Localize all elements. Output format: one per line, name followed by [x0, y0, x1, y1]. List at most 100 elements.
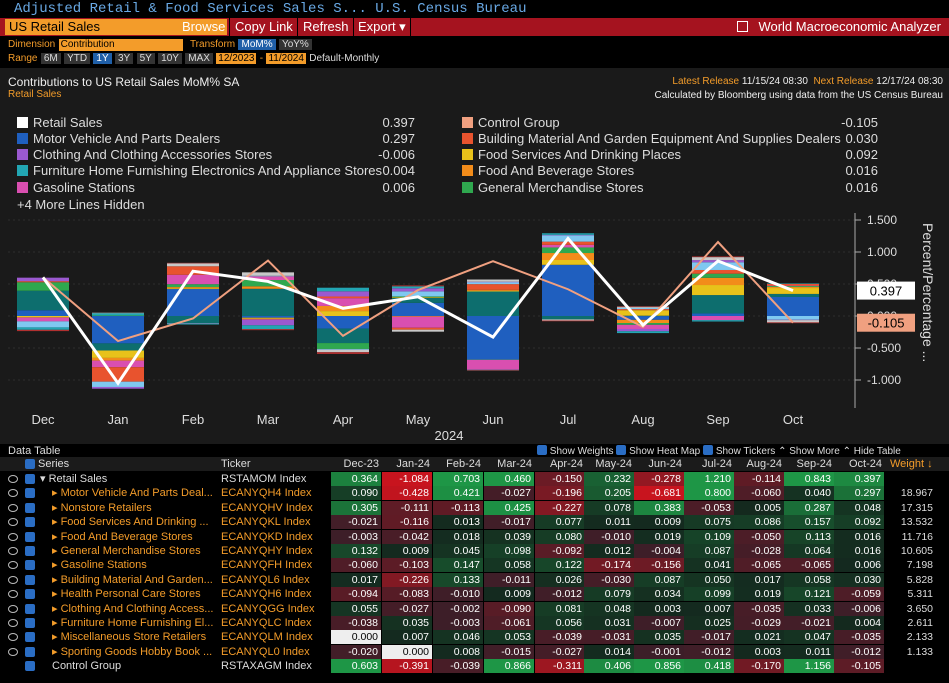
- table-row[interactable]: ▸ Food Services And Drinking ... ECANYQKL…: [0, 515, 949, 530]
- range-max[interactable]: MAX: [185, 53, 213, 64]
- eye-icon[interactable]: [8, 619, 18, 627]
- legend-item[interactable]: Motor Vehicle And Parts Dealers: [17, 131, 220, 147]
- eye-icon[interactable]: [8, 561, 18, 570]
- eye-icon[interactable]: [8, 590, 18, 599]
- table-row[interactable]: ▸ Miscellaneous Store Retailers ECANYQLM …: [0, 630, 949, 645]
- range-1y[interactable]: 1Y: [93, 53, 112, 64]
- legend-item[interactable]: Control Group: [462, 115, 560, 131]
- world-macro-analyzer-link[interactable]: World Macroeconomic Analyzer: [737, 18, 941, 36]
- show-weights-toggle[interactable]: Show Weights: [537, 445, 614, 457]
- legend-item[interactable]: Food And Beverage Stores: [462, 163, 634, 179]
- legend-item[interactable]: General Merchandise Stores: [462, 180, 643, 196]
- export-button[interactable]: Export ▾: [354, 18, 411, 36]
- series-name[interactable]: ▸ Health Personal Care Stores: [52, 588, 201, 601]
- table-row[interactable]: ▸ Clothing And Clothing Access... ECANYQG…: [0, 601, 949, 616]
- series-name[interactable]: ▸ Furniture Home Furnishing El...: [52, 617, 214, 629]
- table-row[interactable]: ▸ Food And Beverage Stores ECANYQKD Index…: [0, 529, 949, 544]
- series-ticker[interactable]: ECANYQKL Index: [221, 516, 311, 529]
- col-month[interactable]: Mar-24: [497, 458, 532, 470]
- row-checkbox[interactable]: [25, 517, 35, 528]
- range-start-input[interactable]: 12/2023: [216, 53, 257, 64]
- row-checkbox[interactable]: [25, 646, 35, 657]
- series-ticker[interactable]: ECANYQKD Index: [221, 530, 313, 543]
- eye-icon[interactable]: [8, 647, 18, 656]
- legend-item[interactable]: Building Material And Garden Equipment A…: [462, 131, 841, 147]
- frequency-label[interactable]: Default-Monthly: [309, 53, 380, 64]
- eye-icon[interactable]: [8, 489, 18, 498]
- legend-item[interactable]: Retail Sales: [17, 115, 102, 131]
- series-name[interactable]: ▸ Sporting Goods Hobby Book ...: [52, 645, 213, 658]
- row-checkbox[interactable]: [25, 589, 35, 600]
- series-name[interactable]: Control Group: [52, 660, 122, 673]
- table-row[interactable]: ▸ Furniture Home Furnishing El... ECANYQL…: [0, 616, 949, 630]
- col-month[interactable]: Aug-24: [746, 458, 782, 470]
- col-month[interactable]: Sep-24: [796, 458, 832, 470]
- table-row[interactable]: Control Group RSTAXAGM Index 0.603 -0.391 -0…: [0, 659, 949, 674]
- col-month[interactable]: Jul-24: [702, 458, 732, 470]
- col-month[interactable]: Apr-24: [549, 458, 583, 470]
- col-month[interactable]: Feb-24: [446, 458, 481, 470]
- row-checkbox[interactable]: [25, 546, 35, 556]
- show-more-button[interactable]: ⌃ Show More: [778, 446, 840, 457]
- series-name[interactable]: ▸ Clothing And Clothing Access...: [52, 602, 214, 615]
- hide-table-button[interactable]: ⌃ Hide Table: [842, 446, 901, 457]
- row-checkbox[interactable]: [25, 560, 35, 571]
- table-row[interactable]: ▸ Motor Vehicle And Parts Deal... ECANYQH…: [0, 486, 949, 501]
- legend-item[interactable]: Gasoline Stations: [17, 180, 135, 196]
- range-6m[interactable]: 6M: [40, 53, 61, 64]
- table-row[interactable]: ▸ Building Material And Garden... ECANYQL…: [0, 572, 949, 587]
- series-name[interactable]: ▸ Building Material And Garden...: [52, 573, 213, 586]
- eye-icon[interactable]: [8, 518, 18, 527]
- range-ytd[interactable]: YTD: [64, 53, 91, 64]
- series-ticker[interactable]: RSTAXAGM Index: [221, 660, 312, 673]
- row-checkbox[interactable]: [25, 488, 35, 499]
- series-ticker[interactable]: ECANYQGG Index: [221, 602, 315, 615]
- more-lines-hidden-link[interactable]: +4 More Lines Hidden: [17, 197, 145, 212]
- col-month[interactable]: Dec-23: [343, 458, 379, 470]
- browse-button[interactable]: Browse: [178, 18, 231, 36]
- security-field[interactable]: US Retail Sales: [5, 19, 227, 35]
- select-all-checkbox[interactable]: [25, 459, 35, 469]
- col-month[interactable]: May-24: [595, 458, 632, 470]
- eye-icon[interactable]: [8, 547, 18, 555]
- series-ticker[interactable]: ECANYQH4 Index: [221, 487, 312, 500]
- eye-icon[interactable]: [8, 475, 18, 483]
- row-checkbox[interactable]: [25, 474, 35, 484]
- col-series[interactable]: Series: [38, 458, 70, 470]
- col-weight[interactable]: Weight ↓: [890, 458, 933, 470]
- eye-icon[interactable]: [8, 604, 18, 613]
- row-checkbox[interactable]: [25, 618, 35, 628]
- row-checkbox[interactable]: [25, 661, 35, 672]
- range-3y[interactable]: 3Y: [114, 53, 134, 64]
- row-checkbox[interactable]: [25, 632, 35, 643]
- table-row[interactable]: ▸ Health Personal Care Stores ECANYQH6 In…: [0, 587, 949, 602]
- series-name[interactable]: ▸ Food Services And Drinking ...: [52, 516, 209, 529]
- series-name[interactable]: ▾ Retail Sales: [40, 473, 108, 485]
- series-name[interactable]: ▸ Gasoline Stations: [52, 559, 147, 572]
- show-tickers-toggle[interactable]: Show Tickers: [703, 445, 775, 457]
- series-ticker[interactable]: ECANYQH6 Index: [221, 588, 312, 601]
- series-name[interactable]: ▸ Food And Beverage Stores: [52, 530, 193, 543]
- series-name[interactable]: ▸ Miscellaneous Store Retailers: [52, 631, 207, 644]
- row-checkbox[interactable]: [25, 574, 35, 585]
- col-month[interactable]: Jun-24: [648, 458, 682, 470]
- series-name[interactable]: ▸ General Merchandise Stores: [52, 545, 201, 557]
- series-name[interactable]: ▸ Motor Vehicle And Parts Deal...: [52, 487, 213, 500]
- col-ticker[interactable]: Ticker: [221, 458, 251, 470]
- eye-icon[interactable]: [8, 532, 18, 541]
- transform-mom[interactable]: MoM%: [238, 39, 276, 50]
- legend-item[interactable]: Food Services And Drinking Places: [462, 147, 681, 163]
- table-row[interactable]: ▸ Nonstore Retailers ECANYQHV Index 0.305-…: [0, 500, 949, 515]
- series-ticker[interactable]: ECANYQL0 Index: [221, 645, 310, 658]
- transform-yoy[interactable]: YoY%: [278, 39, 312, 50]
- table-row[interactable]: ▸ General Merchandise Stores ECANYQHY Ind…: [0, 544, 949, 558]
- range-end-input[interactable]: 11/2024: [266, 53, 306, 64]
- col-month[interactable]: Jan-24: [396, 458, 430, 470]
- dimension-dropdown[interactable]: Contribution: [58, 39, 183, 51]
- copy-link-button[interactable]: Copy Link: [231, 18, 298, 36]
- show-heatmap-toggle[interactable]: Show Heat Map: [616, 445, 700, 457]
- table-row[interactable]: ▸ Gasoline Stations ECANYQFH Index -0.060-…: [0, 558, 949, 573]
- eye-icon[interactable]: [8, 633, 18, 642]
- refresh-button[interactable]: Refresh: [299, 18, 354, 36]
- legend-item[interactable]: Furniture Home Furnishing Electronics An…: [17, 163, 382, 179]
